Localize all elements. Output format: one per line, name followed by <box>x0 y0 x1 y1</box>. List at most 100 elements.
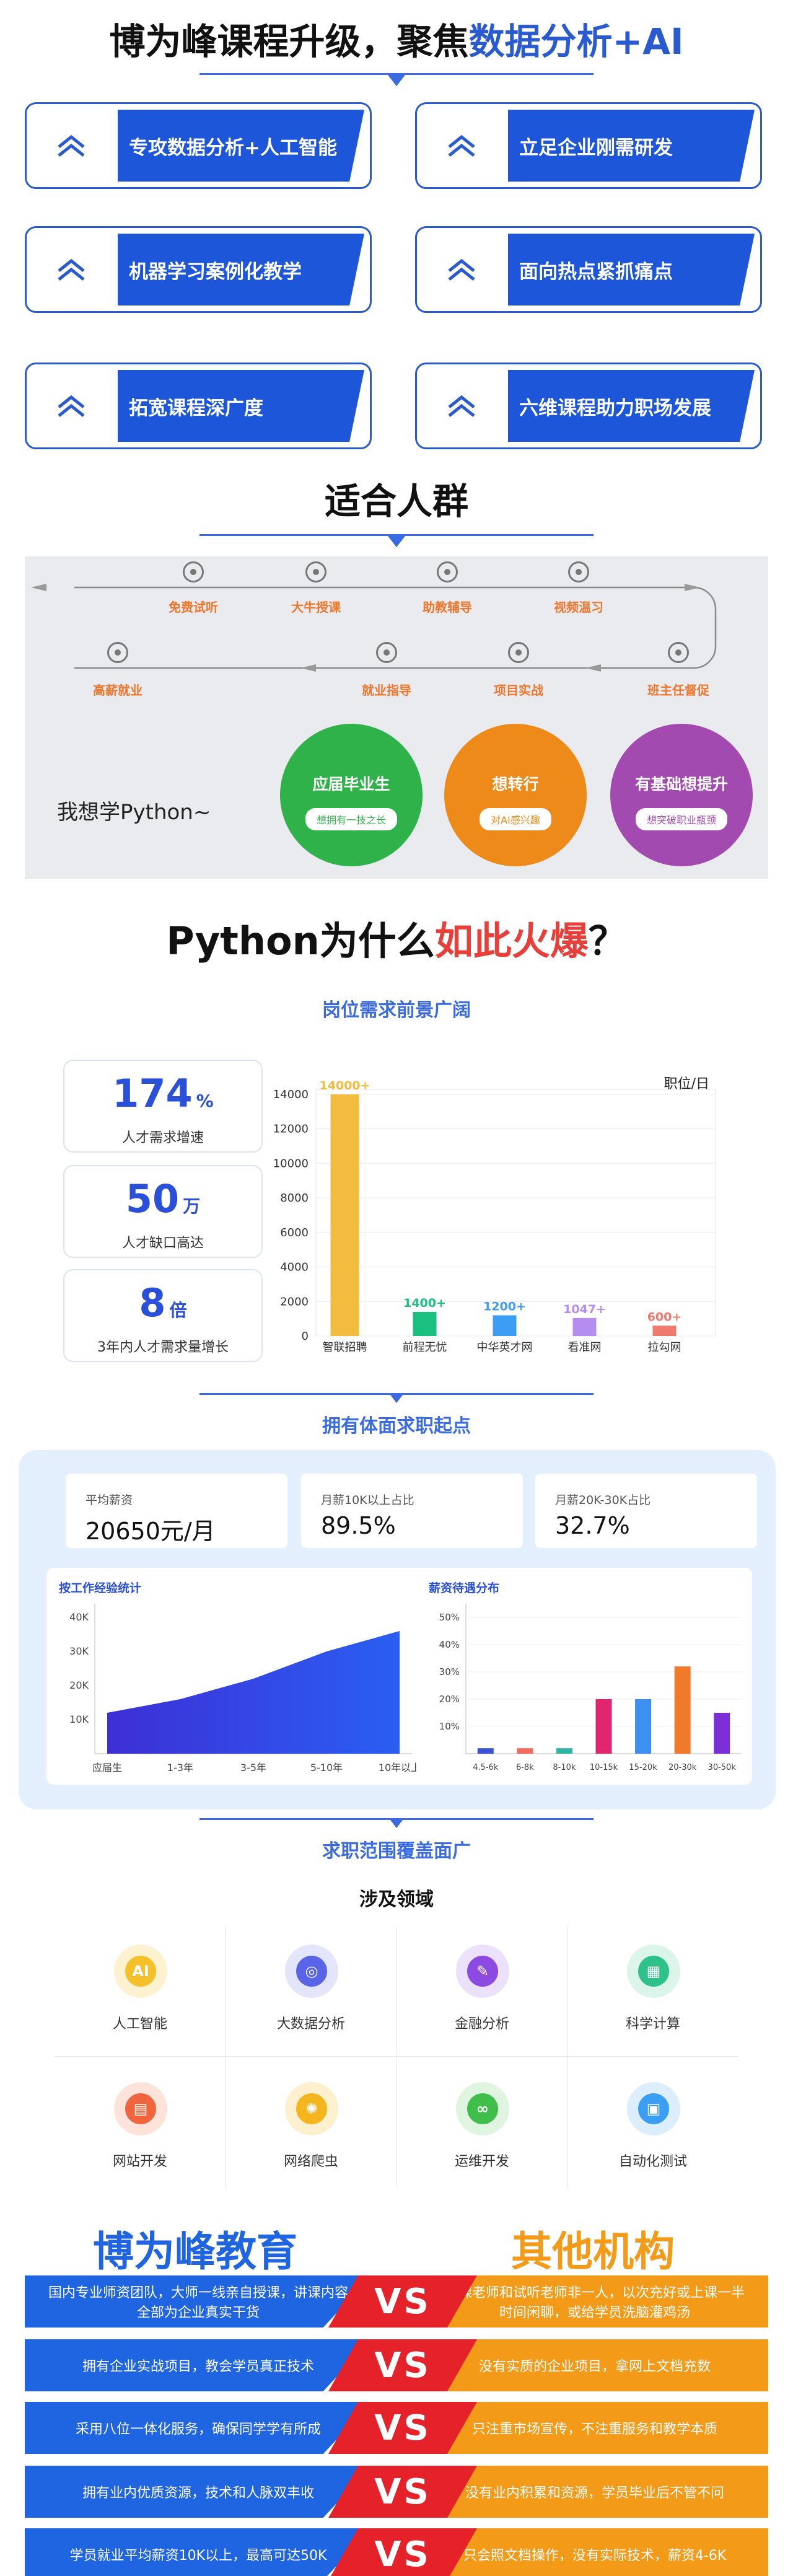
title-underline <box>199 73 594 75</box>
y-tick-label: 30K <box>69 1645 89 1657</box>
stat-label: 人才缺口高达 <box>121 1236 204 1251</box>
y-tick-label: 20K <box>69 1679 89 1691</box>
chevron-up-icon <box>46 387 96 424</box>
route-step-bottom: 就业指导 <box>362 683 411 698</box>
grid-divider <box>567 1927 568 2187</box>
y-tick-label: 50% <box>439 1612 460 1623</box>
experience-card: 按工作经验统计 10K 20K 30K 40K 应届生 1-3年 3-5年 5-10年 10年以… <box>46 1568 431 1785</box>
sub-salary: 拥有体面求职起点 <box>322 1415 471 1437</box>
audience-pill: 想突破职业瓶颈 <box>635 808 727 830</box>
route-step-bottom: 班主任督促 <box>647 683 709 698</box>
devops-icon: ∞ <box>456 2082 509 2135</box>
job-demand-chart: 0 2000 4000 6000 8000 10000 12000 14000 职位/日 1400… <box>273 1076 716 1354</box>
bar <box>652 1325 677 1336</box>
sub-range: 求职范围覆盖面广 <box>322 1840 471 1862</box>
stat-card: 50 万人才缺口高达 <box>63 1165 263 1258</box>
x-tick-label: 20-30k <box>668 1763 697 1772</box>
compare-right-title: 其他机构 <box>511 2228 675 2275</box>
location-pin-icon <box>107 642 128 663</box>
x-tick-label: 10-15k <box>590 1763 618 1772</box>
feature-card: 专攻数据分析+人工智能 <box>25 102 372 189</box>
y-tick-label: 10000 <box>273 1157 309 1170</box>
compare-left-title: 博为峰教育 <box>93 2228 297 2275</box>
route-step-top: 大牛授课 <box>291 600 341 615</box>
audience-circle: 想转行 对AI感兴趣 <box>444 724 587 866</box>
crowd-panel: 免费试听 大牛授课 助教辅导 视频温习 高薪就业 就业指导 项目实战 班主任督促 我想学Pyt… <box>25 556 768 879</box>
ai-icon: AI <box>114 1945 167 1998</box>
title-arrow <box>388 75 405 86</box>
domain-item: ✎ 金融分析 <box>399 1923 565 2054</box>
y-tick-label: 6000 <box>280 1226 309 1239</box>
y-tick-label: 40K <box>69 1611 89 1623</box>
crowd-title: 适合人群 <box>324 480 468 522</box>
data-label: 14000+ <box>319 1079 370 1092</box>
compare-left-text: 采用八位一体化服务，确保同学学有所成 <box>25 2402 372 2454</box>
plane-icon <box>685 584 700 591</box>
stat-value: 50 <box>125 1176 180 1221</box>
bar <box>493 1315 517 1336</box>
experience-chart: 10K 20K 30K 40K 应届生 1-3年 3-5年 5-10年 10年以上 <box>69 1604 421 1774</box>
domain-item: AI 人工智能 <box>57 1923 223 2054</box>
kpi-label: 平均薪资 <box>85 1493 133 1507</box>
feature-card: 机器学习案例化教学 <box>25 226 372 313</box>
stat-value: 174 <box>112 1071 193 1116</box>
bar <box>477 1748 494 1754</box>
x-tick-label: 1-3年 <box>167 1762 193 1774</box>
vs-badge: VS <box>328 2275 477 2328</box>
y-tick-label: 2000 <box>280 1295 309 1308</box>
y-tick-label: 40% <box>439 1639 460 1650</box>
data-label: 1400+ <box>403 1296 446 1310</box>
y-tick-label: 12000 <box>273 1123 309 1136</box>
domain-item: ∞ 运维开发 <box>399 2061 565 2191</box>
sub3-line <box>199 1818 594 1820</box>
feature-label: 面向热点紧抓痛点 <box>508 234 755 306</box>
stat-unit: % <box>196 1091 214 1111</box>
compare-row: 拥有业内优质资源，技术和人脉双丰收 没有业内积累和资源，学员毕业后不管不问 VS <box>25 2466 768 2518</box>
why-title-prefix: Python为什么 <box>166 918 435 964</box>
sub-demand: 岗位需求前景广阔 <box>322 1000 471 1021</box>
x-tick-label: 5-10年 <box>310 1762 343 1774</box>
x-tick-label: 15-20k <box>629 1763 657 1772</box>
stat-number: 174% <box>64 1072 261 1123</box>
feature-label: 机器学习案例化教学 <box>118 234 364 306</box>
stat-label: 3年内人才需求量增长 <box>97 1340 229 1355</box>
chevron-up-icon <box>437 387 486 424</box>
domain-label: 网站开发 <box>112 2154 167 2169</box>
location-pin-icon <box>668 642 689 663</box>
domain-icon-glyph: AI <box>125 1956 156 1987</box>
compare-row: 采用八位一体化服务，确保同学学有所成 只注重市场宣传，不注重服务和教学本质 VS <box>25 2402 768 2454</box>
data-label: 1200+ <box>483 1300 526 1314</box>
domain-label: 大数据分析 <box>276 2016 345 2032</box>
domain-icon-glyph: ▦ <box>638 1956 669 1987</box>
audience-circle: 应届毕业生 想拥有一技之长 <box>280 724 423 866</box>
bar <box>556 1748 572 1754</box>
crowd-arrow <box>388 536 405 547</box>
kpi-label: 月薪20K-30K占比 <box>555 1493 651 1507</box>
bar <box>714 1713 730 1754</box>
audience-pill: 对AI感兴趣 <box>480 808 551 830</box>
stat-card: 174% 人才需求增速 <box>63 1060 263 1153</box>
calculator-icon: ▦ <box>627 1945 680 1998</box>
why-title-accent: 如此火爆 <box>434 918 589 964</box>
kpi-value: 89.5% <box>321 1512 396 1539</box>
y-tick-label: 14000 <box>273 1088 309 1101</box>
domains-title: 涉及领域 <box>359 1889 434 1910</box>
monitor-icon: ▣ <box>627 2082 680 2135</box>
domain-label: 科学计算 <box>625 2016 680 2032</box>
domain-label: 人工智能 <box>112 2016 167 2032</box>
feature-label: 拓宽课程深广度 <box>118 370 364 442</box>
x-tick-label: 30-50k <box>708 1763 737 1772</box>
x-tick-label: 6-8k <box>516 1763 534 1772</box>
domain-icon-glyph: ✺ <box>296 2093 327 2124</box>
domain-item: ▤ 网站开发 <box>57 2061 223 2191</box>
distribution-card: 薪资待遇分布 10% 20% 30% 40% 50% 4.5-6k 6-8k 8-10k 10-… <box>416 1568 752 1785</box>
sub2-line <box>199 1393 594 1395</box>
y-tick-label: 10% <box>439 1721 460 1732</box>
compare-left-text: 拥有业内优质资源，技术和人脉双丰收 <box>25 2466 372 2518</box>
kpi-label: 月薪10K以上占比 <box>321 1493 414 1507</box>
y-tick-label: 8000 <box>280 1192 309 1205</box>
bar <box>595 1699 612 1754</box>
y-tick-label: 0 <box>302 1330 309 1343</box>
x-tick-label: 4.5-6k <box>473 1763 499 1772</box>
domains-grid: AI 人工智能 ◎ 大数据分析 ✎ 金融分析 ▦ 科学计算 ▤ 网站开发 ✺ 网络爬虫 ∞ 运维开发 ▣ 自动… <box>55 1921 738 2194</box>
